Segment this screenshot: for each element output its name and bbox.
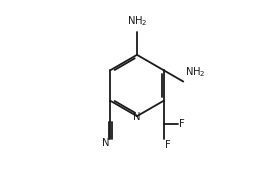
Text: F: F	[179, 119, 185, 129]
Text: N: N	[133, 112, 141, 122]
Text: N: N	[102, 138, 110, 148]
Text: NH$_2$: NH$_2$	[185, 66, 205, 79]
Text: F: F	[165, 140, 171, 150]
Text: NH$_2$: NH$_2$	[127, 14, 147, 28]
